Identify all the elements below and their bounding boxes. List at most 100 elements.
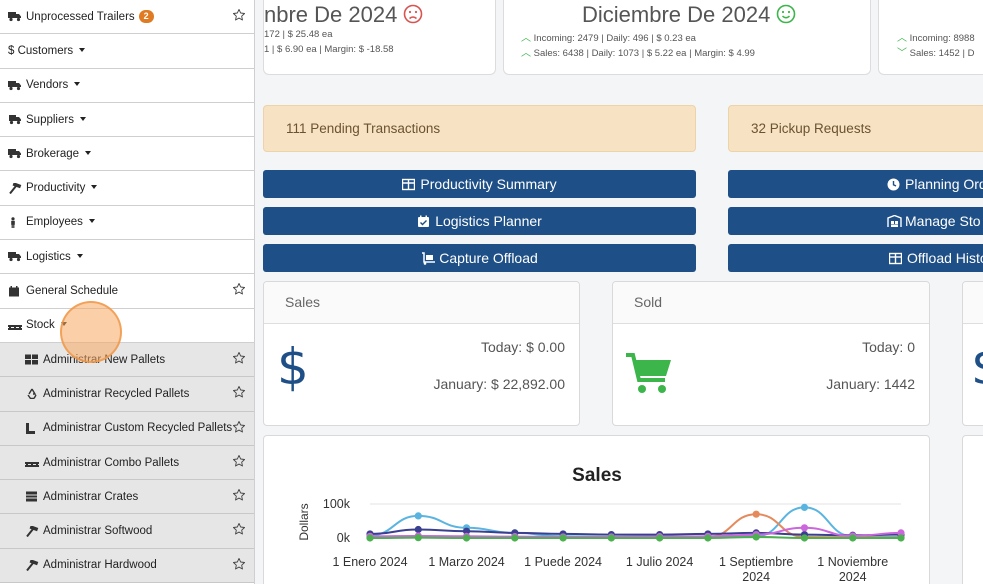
clock-icon [887,178,900,191]
sidebar-subitem-label: Administrar New Pallets [43,353,166,366]
sidebar-item-productivity[interactable]: Productivity [0,171,254,206]
person-icon [8,217,22,228]
sidebar-item-employees[interactable]: Employees [0,205,254,241]
star-icon[interactable] [232,351,246,365]
star-icon[interactable] [232,385,246,399]
sidebar-subitem-administrar-recycled-pallets[interactable]: Administrar Recycled Pallets [0,377,254,412]
data-point[interactable] [462,527,471,535]
data-point[interactable] [607,534,615,542]
data-point[interactable] [704,534,712,542]
sidebar-item-customers[interactable]: $ Customers [0,34,254,69]
month-card-next: ︿ Incoming: 8988 ﹀ Sales: 1452 | D [878,0,983,75]
data-point[interactable] [366,534,374,542]
data-point[interactable] [414,512,422,520]
star-icon[interactable] [232,420,246,434]
card-line-1: Incoming: 8988 [909,33,975,44]
caret-down-icon [85,150,92,155]
star-icon[interactable] [232,282,246,296]
productivity-summary-button[interactable]: Productivity Summary [263,170,696,198]
manage-stock-button[interactable]: Manage Sto [728,207,983,235]
x-tick-line1: 1 Julio 2024 [626,555,693,569]
sidebar-item-general-schedule[interactable]: General Schedule [0,274,254,309]
month-card-december: Diciembre De 2024 ︿ Incoming: 2479 | Dai… [503,0,871,75]
star-icon[interactable] [232,454,246,468]
button-label: Planning Ord [905,176,983,192]
star-icon[interactable] [232,557,246,571]
logistics-planner-button[interactable]: Logistics Planner [263,207,696,235]
sidebar-subitem-administrar-new-pallets[interactable]: Administrar New Pallets [0,342,254,378]
pending-transactions-alert[interactable]: 111 Pending Transactions [263,105,696,152]
truck-icon [8,11,22,22]
sidebar-item-stock[interactable]: Stock [0,308,254,343]
pallet-icon [8,320,22,331]
sidebar-subitem-administrar-crates[interactable]: Administrar Crates [0,480,254,515]
sidebar-subitem-administrar-combo-pallets[interactable]: Administrar Combo Pallets [0,445,254,481]
data-point[interactable] [462,534,471,542]
data-point[interactable] [800,503,809,511]
calendar-check-icon [417,215,430,228]
data-point[interactable] [800,534,809,542]
sidebar-subitem-administrar-hardwood[interactable]: Administrar Hardwood [0,548,254,584]
data-point[interactable] [800,524,809,532]
y-tick-label: 0k [337,531,351,545]
sidebar-item-logistics[interactable]: Logistics [0,240,254,275]
data-point[interactable] [897,529,905,537]
series-line-0 [369,506,902,538]
data-point[interactable] [414,525,422,534]
capture-offload-button[interactable]: Capture Offload [263,244,696,272]
hammer-icon [25,559,39,572]
sidebar-subitem-label: Administrar Crates [43,490,139,503]
x-tick-line1: 1 Puede 2024 [524,555,602,569]
x-tick-line1: 1 Septiembre [719,555,793,569]
sidebar-item-label: General Schedule [26,285,119,298]
table-icon [888,252,903,265]
card-line-1: 172 | $ 25.48 ea [264,29,333,40]
count-badge: 2 [138,10,154,24]
data-point[interactable] [897,534,905,542]
sidebar-subitem-administrar-custom-recycled-pallets[interactable]: Administrar Custom Recycled Pallets [0,411,254,446]
data-point[interactable] [849,534,857,542]
planning-orders-button[interactable]: Planning Ord [728,170,983,198]
sidebar-subitem-label: Administrar Softwood [43,525,153,538]
hammer-icon [25,524,39,537]
data-point[interactable] [511,534,519,542]
data-point[interactable] [752,533,760,541]
x-tick-line1: 1 Noviembre [817,555,888,569]
card-line-1: Incoming: 2479 | Daily: 496 | $ 0.23 ea [533,33,696,44]
dollar-icon: $ [971,342,983,392]
button-label: Capture Offload [439,250,538,266]
sidebar-subitem-administrar-softwood[interactable]: Administrar Softwood [0,514,254,549]
sidebar-item-label: Productivity [26,182,86,195]
caret-down-icon [91,185,98,190]
caret-down-icon [88,219,95,224]
data-point[interactable] [414,534,422,542]
sidebar-item-brokerage[interactable]: Brokerage [0,137,254,172]
offload-history-button[interactable]: Offload Histo [728,244,983,272]
chevron-up-icon: ︿ [521,33,531,44]
sales-month: January: $ 22,892.00 [433,376,565,392]
chevron-up-icon: ︿ [897,33,907,44]
pickup-requests-alert[interactable]: 32 Pickup Requests [728,105,983,152]
sales-chart: Sales Dollars 100k 0k 1 Enero 2024 1 Marzo 20… [297,465,905,584]
sidebar-item-suppliers[interactable]: Suppliers [0,102,254,138]
sidebar-item-vendors[interactable]: Vendors [0,68,254,103]
sidebar: Unprocessed Trailers 2 $ Customers Vendors S… [0,0,255,584]
data-point[interactable] [559,534,567,542]
chevron-up-icon: ︿ [521,48,531,59]
y-axis-label: Dollars [297,503,311,540]
x-tick-line1: 1 Enero 2024 [332,555,407,569]
x-tick-label: 1 Marzo 2024 [428,555,504,569]
month-title: Diciembre De 2024 [582,2,771,27]
sidebar-item-unprocessed-trailers[interactable]: Unprocessed Trailers 2 [0,0,254,35]
star-icon[interactable] [232,488,246,502]
data-point[interactable] [656,534,664,542]
caret-down-icon [79,116,86,121]
users-icon [25,354,39,365]
sales-panel: Sales $ Today: $ 0.00 January: $ 22,892.… [263,281,580,426]
star-icon[interactable] [232,8,246,22]
star-icon[interactable] [232,522,246,536]
data-point[interactable] [752,510,760,518]
hammer-icon [8,181,22,194]
warehouse-icon [887,214,902,228]
